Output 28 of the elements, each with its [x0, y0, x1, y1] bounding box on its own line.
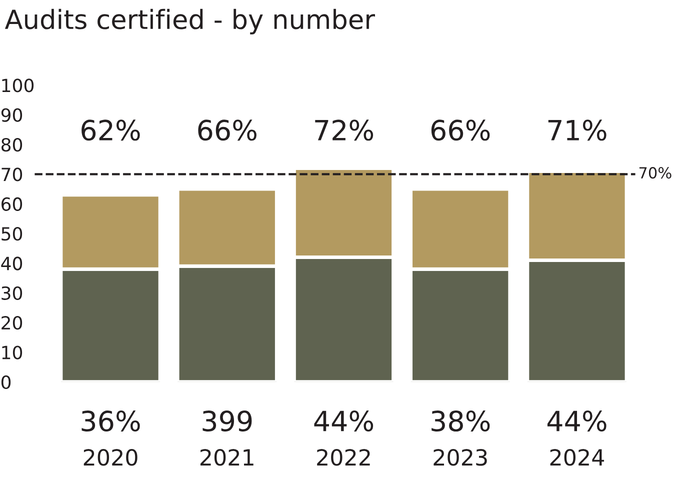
chart-title: Audits certified - by number [4, 8, 376, 34]
y-tick-label: 50 [2, 226, 22, 241]
y-tick-label: 100 [2, 78, 34, 92]
text: 36% [82, 410, 140, 432]
total-label: 66% [431, 120, 490, 141]
x-tick-label: 2020 [84, 448, 138, 466]
text: 44% [547, 410, 606, 432]
total-label: 71% [548, 120, 606, 141]
y-tick-label: 80 [2, 138, 22, 152]
y-tick-label: 10 [2, 346, 22, 360]
text: 399 [202, 410, 252, 432]
x-tick-label: 2022 [317, 448, 370, 466]
x-tick-label: 2024 [550, 448, 604, 466]
y-tick-label: 70 [2, 168, 22, 182]
y-tick-label: 90 [1, 108, 22, 122]
y-tick-label: 30 [2, 286, 22, 300]
total-label: 62% [82, 120, 140, 141]
ref-line-label: 70% [639, 167, 672, 179]
text: 38% [432, 410, 490, 432]
text: 44% [314, 410, 374, 432]
y-tick-label: 60 [2, 197, 22, 211]
total-label: 72% [315, 120, 374, 141]
y-tick-label: 20 [2, 316, 22, 330]
y-tick-label: 0 [1, 375, 11, 390]
x-tick-label: 2021 [200, 448, 254, 466]
total-label: 66% [198, 120, 256, 141]
x-tick-label: 2023 [434, 448, 487, 466]
y-tick-label: 40 [1, 256, 22, 270]
